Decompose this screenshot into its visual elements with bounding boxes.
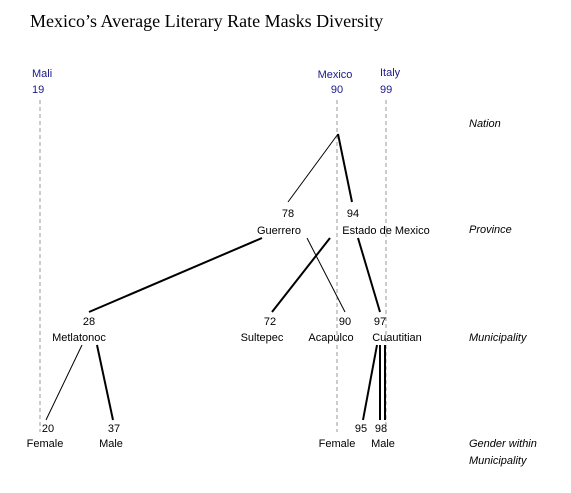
reference-label: Mexico	[318, 69, 353, 81]
node-label: Acapulco	[308, 332, 353, 344]
node-label: Metlatonoc	[52, 332, 106, 344]
reference-value: 90	[331, 84, 343, 96]
node-value: 98	[375, 423, 387, 435]
edge	[362, 344, 378, 421]
edge	[96, 344, 114, 421]
edge	[357, 237, 381, 313]
node-label: Cuautitian	[372, 332, 422, 344]
node-label: Male	[99, 438, 123, 450]
title: Mexico’s Average Literary Rate Masks Div…	[30, 11, 383, 31]
edge	[337, 133, 353, 203]
reference-value: 99	[380, 84, 392, 96]
node-label: Male	[371, 438, 395, 450]
node-value: 95	[355, 423, 367, 435]
node-label: Sultepec	[241, 332, 284, 344]
level-label: Municipality	[469, 332, 528, 344]
node-value: 94	[347, 208, 359, 220]
node-value: 78	[282, 208, 294, 220]
reference-label: Mali	[32, 68, 52, 80]
node-value: 20	[42, 423, 54, 435]
edge	[287, 133, 339, 203]
node-label: Estado de Mexico	[342, 225, 429, 237]
edge	[88, 237, 263, 313]
level-label: Municipality	[469, 455, 528, 467]
edge	[306, 237, 346, 313]
reference-label: Italy	[380, 67, 401, 79]
node-value: 72	[264, 316, 276, 328]
level-label: Gender within	[469, 438, 537, 450]
node-value: 28	[83, 316, 95, 328]
edge	[271, 237, 331, 313]
node-value: 37	[108, 423, 120, 435]
node-value: 90	[339, 316, 351, 328]
node-value: 97	[374, 316, 386, 328]
level-label: Province	[469, 224, 512, 236]
node-label: Female	[319, 438, 356, 450]
node-label: Female	[27, 438, 64, 450]
edges	[45, 133, 386, 421]
edge	[45, 344, 83, 421]
node-label: Guerrero	[257, 225, 301, 237]
reference-value: 19	[32, 84, 44, 96]
level-label: Nation	[469, 118, 501, 130]
